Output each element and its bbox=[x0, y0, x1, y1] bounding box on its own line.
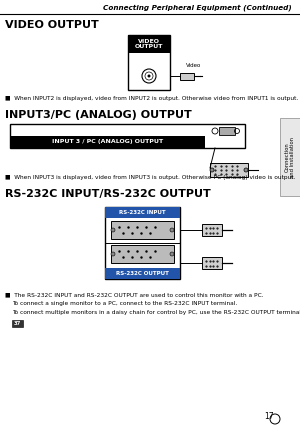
Text: INPUT3/PC (ANALOG) OUTPUT: INPUT3/PC (ANALOG) OUTPUT bbox=[5, 110, 192, 120]
Bar bbox=[111, 245, 174, 263]
Text: Connection
and Installation: Connection and Installation bbox=[285, 136, 296, 178]
Text: Connecting Peripheral Equipment (Continued): Connecting Peripheral Equipment (Continu… bbox=[103, 4, 292, 11]
Bar bbox=[128, 35, 170, 53]
Text: To connect a single monitor to a PC, connect to the RS-232C INPUT terminal.: To connect a single monitor to a PC, con… bbox=[12, 301, 237, 306]
Bar bbox=[180, 73, 194, 79]
Bar bbox=[105, 207, 180, 279]
Bar bbox=[111, 221, 174, 239]
Text: RS-232C OUTPUT: RS-232C OUTPUT bbox=[116, 271, 169, 276]
Text: VIDEO OUTPUT: VIDEO OUTPUT bbox=[5, 20, 99, 30]
Circle shape bbox=[244, 168, 248, 172]
Circle shape bbox=[111, 252, 115, 256]
Circle shape bbox=[148, 74, 151, 77]
Text: ■  The RS-232C INPUT and RS-232C OUTPUT are used to control this monitor with a : ■ The RS-232C INPUT and RS-232C OUTPUT a… bbox=[5, 292, 264, 297]
Text: VIDEO
OUTPUT: VIDEO OUTPUT bbox=[135, 39, 163, 49]
Text: ■  When INPUT2 is displayed, video from INPUT2 is output. Otherwise video from I: ■ When INPUT2 is displayed, video from I… bbox=[5, 96, 298, 101]
Text: 37: 37 bbox=[14, 321, 21, 326]
Bar bbox=[128, 35, 170, 90]
Bar bbox=[12, 320, 23, 327]
Circle shape bbox=[210, 168, 214, 172]
Text: INPUT 3 / PC (ANALOG) OUTPUT: INPUT 3 / PC (ANALOG) OUTPUT bbox=[52, 139, 163, 144]
Text: To connect multiple monitors in a daisy chain for control by PC, use the RS-232C: To connect multiple monitors in a daisy … bbox=[12, 310, 300, 315]
Bar bbox=[219, 127, 235, 135]
Bar bbox=[10, 124, 245, 148]
Circle shape bbox=[170, 228, 174, 232]
Bar bbox=[202, 224, 222, 236]
Bar bbox=[280, 118, 300, 196]
Bar bbox=[202, 257, 222, 269]
Circle shape bbox=[170, 252, 174, 256]
Text: Video: Video bbox=[186, 63, 201, 68]
Bar bbox=[105, 268, 180, 279]
Text: ■  When INPUT3 is displayed, video from INPUT3 is output. Otherwise PC (analog) : ■ When INPUT3 is displayed, video from I… bbox=[5, 175, 296, 180]
Text: RS-232C INPUT/RS-232C OUTPUT: RS-232C INPUT/RS-232C OUTPUT bbox=[5, 189, 211, 199]
Bar bbox=[10, 136, 205, 148]
Circle shape bbox=[111, 228, 115, 232]
Bar bbox=[105, 207, 180, 218]
Bar bbox=[210, 163, 248, 177]
Text: 17: 17 bbox=[264, 412, 274, 421]
Text: RS-232C INPUT: RS-232C INPUT bbox=[119, 210, 166, 215]
